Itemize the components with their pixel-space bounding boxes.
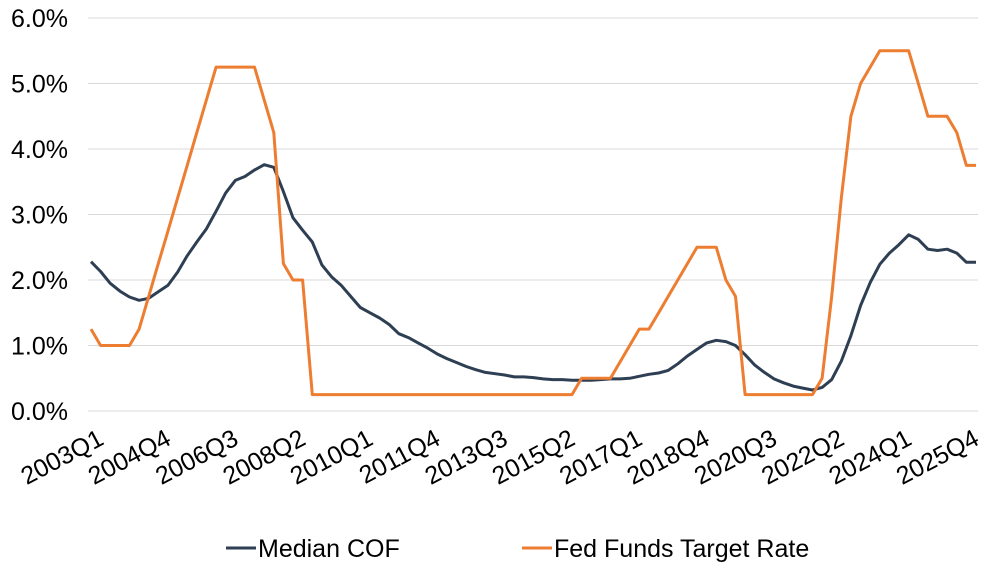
y-tick-label: 6.0% (11, 5, 68, 33)
y-tick-label: 4.0% (11, 136, 68, 164)
y-tick-label: 1.0% (11, 333, 68, 361)
legend: Median COF Fed Funds Target Rate (226, 535, 809, 563)
x-axis-tick-labels: 2003Q12004Q42006Q32008Q22010Q12011Q42013… (16, 424, 983, 491)
y-tick-label: 5.0% (11, 71, 68, 99)
legend-label-fed-funds: Fed Funds Target Rate (554, 535, 809, 563)
y-tick-label: 0.0% (11, 398, 68, 426)
y-tick-label: 3.0% (11, 202, 68, 230)
gridlines (88, 17, 978, 346)
y-tick-label: 2.0% (11, 267, 68, 295)
y-axis-tick-labels: 0.0% 1.0% 2.0% 3.0% 4.0% 5.0% 6.0% (11, 5, 68, 426)
series-line-fed-funds-target-rate (89, 49, 976, 397)
legend-label-median-cof: Median COF (258, 535, 400, 563)
series-line-median-cof (89, 163, 976, 392)
series-lines (89, 49, 976, 397)
